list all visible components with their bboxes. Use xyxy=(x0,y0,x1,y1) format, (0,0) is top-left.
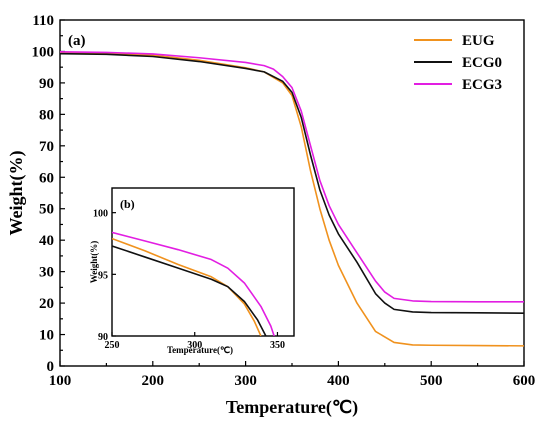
legend-label-ecg0: ECG0 xyxy=(462,55,502,71)
inset-y-tick-label: 100 xyxy=(93,209,108,220)
inset-x-tick-label: 250 xyxy=(105,340,120,351)
inset-y-tick-label: 95 xyxy=(98,270,108,281)
inset-series-group xyxy=(112,231,275,336)
main-y-tick-label: 40 xyxy=(39,233,54,249)
main-panel-label: (a) xyxy=(68,33,86,49)
inset-y-tick-label: 90 xyxy=(98,332,108,343)
main-y-tick-label: 100 xyxy=(32,44,55,60)
main-y-tick-label: 30 xyxy=(39,265,54,281)
inset-series-eug xyxy=(112,237,262,336)
inset-y-axis-title: Weight(%) xyxy=(89,241,99,284)
main-y-tick-label: 0 xyxy=(47,359,55,375)
main-x-tick-label: 300 xyxy=(234,373,257,389)
main-y-tick-label: 10 xyxy=(39,328,54,344)
inset-series-ecg0 xyxy=(112,245,267,336)
main-y-tick-label: 110 xyxy=(32,13,54,29)
main-x-tick-label: 600 xyxy=(513,373,536,389)
inset-series-ecg3 xyxy=(112,231,275,336)
inset-panel-label: (b) xyxy=(120,197,135,211)
inset-background xyxy=(112,188,294,336)
main-series-group xyxy=(60,50,524,347)
main-y-tick-label: 50 xyxy=(39,202,54,218)
inset-x-tick-label: 300 xyxy=(187,340,202,351)
main-y-tick-label: 70 xyxy=(39,139,54,155)
main-x-tick-label: 500 xyxy=(420,373,443,389)
main-x-tick-label: 200 xyxy=(142,373,165,389)
inset-x-tick-label: 350 xyxy=(270,340,285,351)
main-x-axis-title: Temperature(℃) xyxy=(226,397,358,418)
main-y-tick-label: 90 xyxy=(39,76,54,92)
inset-axis-ticks: 250 300 350 90 95 100 xyxy=(93,209,285,351)
legend-label-ecg3: ECG3 xyxy=(462,77,502,93)
main-y-tick-label: 20 xyxy=(39,296,54,312)
legend-label-eug: EUG xyxy=(462,33,495,49)
inset-x-axis-title: Temperature(℃) xyxy=(167,345,233,355)
main-x-tick-label: 400 xyxy=(327,373,350,389)
main-y-tick-label: 60 xyxy=(39,170,54,186)
main-x-tick-label: 100 xyxy=(49,373,72,389)
main-series-ecg3 xyxy=(60,50,524,303)
main-y-axis-title: Weight(%) xyxy=(6,151,27,236)
main-series-eug xyxy=(60,51,524,347)
main-series-ecg0 xyxy=(60,52,524,314)
main-axis-ticks: 100 200 300 400 500 600 0 10 20 30 40 50 60 70 80 90 100… xyxy=(32,13,536,389)
main-y-tick-label: 80 xyxy=(39,107,54,123)
legend: EUG ECG0 ECG3 xyxy=(414,33,502,93)
inset-plot-frame xyxy=(111,187,295,337)
